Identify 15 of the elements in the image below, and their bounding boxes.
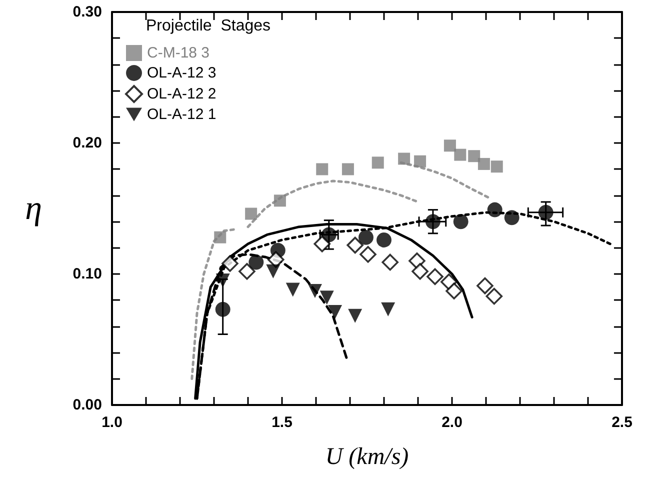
- legend-label: OL-A-12 3: [147, 64, 216, 82]
- x-tick-label: 1.5: [272, 414, 292, 431]
- y-tick-label: 0.00: [72, 396, 102, 414]
- legend-label: OL-A-12 2: [147, 86, 216, 102]
- legend-title: Projectile Stages: [146, 18, 271, 34]
- legend-label: C-M-18 3: [147, 44, 210, 62]
- y-tick-label: 0.30: [72, 4, 102, 20]
- x-tick-label: 1.0: [102, 414, 122, 431]
- x-axis-title: U (km/s): [325, 444, 409, 470]
- legend-label: OL-A-12 1: [147, 106, 216, 123]
- x-tick-label: 2.5: [612, 414, 632, 431]
- x-tick-label: 2.0: [442, 414, 462, 431]
- y-tick-label: 0.10: [72, 266, 102, 282]
- y-axis-title: η: [25, 190, 42, 227]
- y-tick-label: 0.20: [72, 134, 102, 152]
